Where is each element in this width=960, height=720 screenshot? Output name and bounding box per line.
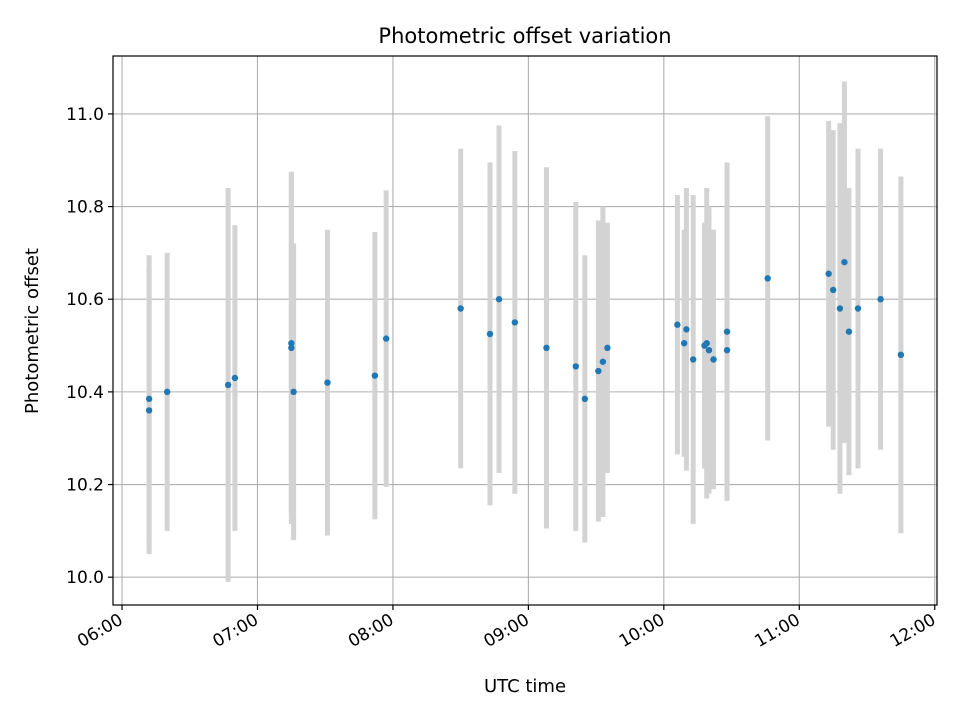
data-points <box>145 258 905 414</box>
x-axis-label: UTC time <box>484 676 566 697</box>
data-point <box>382 335 390 342</box>
y-tick-label: 11.0 <box>66 105 104 125</box>
data-point <box>581 395 589 403</box>
data-point <box>764 275 771 282</box>
data-point <box>163 388 171 396</box>
data-point <box>543 344 550 352</box>
data-point <box>723 328 731 335</box>
data-point <box>572 363 579 370</box>
data-point <box>457 305 464 312</box>
data-point <box>897 351 905 359</box>
data-point <box>288 340 295 347</box>
data-point <box>723 346 731 354</box>
data-point <box>595 367 602 375</box>
data-point <box>495 296 503 303</box>
data-point <box>486 330 494 338</box>
data-point <box>854 305 862 312</box>
grid-lines <box>113 56 937 605</box>
data-point <box>683 326 690 333</box>
data-point <box>845 328 853 335</box>
data-point <box>231 374 239 382</box>
data-point <box>288 344 295 352</box>
data-point <box>841 258 848 266</box>
data-point <box>877 296 884 303</box>
y-tick-label: 10.6 <box>66 290 104 310</box>
y-tick-label: 10.0 <box>66 568 104 588</box>
y-tick-label: 10.4 <box>66 383 104 403</box>
plot-frame <box>112 55 938 606</box>
data-point <box>371 372 379 379</box>
data-point <box>674 321 681 328</box>
data-point <box>689 356 697 363</box>
data-point <box>825 270 832 277</box>
data-point <box>290 388 297 396</box>
y-tick-label: 10.2 <box>66 476 104 496</box>
chart-title: Photometric offset variation <box>378 24 671 48</box>
data-point <box>511 319 519 326</box>
data-point <box>324 379 331 386</box>
data-point <box>705 346 713 354</box>
y-axis-label: Photometric offset <box>22 248 43 414</box>
data-point <box>145 407 153 414</box>
data-point <box>604 344 611 352</box>
y-axis-ticks: 10.0 10.2 10.4 10.6 10.8 11.0 <box>66 105 113 588</box>
data-point <box>680 340 688 347</box>
data-point <box>836 305 844 312</box>
y-tick-label: 10.8 <box>66 198 104 218</box>
data-point <box>224 381 232 389</box>
data-point <box>829 286 837 294</box>
data-point <box>599 358 607 365</box>
data-point <box>710 356 717 363</box>
data-point <box>145 395 153 403</box>
data-point <box>703 340 710 347</box>
